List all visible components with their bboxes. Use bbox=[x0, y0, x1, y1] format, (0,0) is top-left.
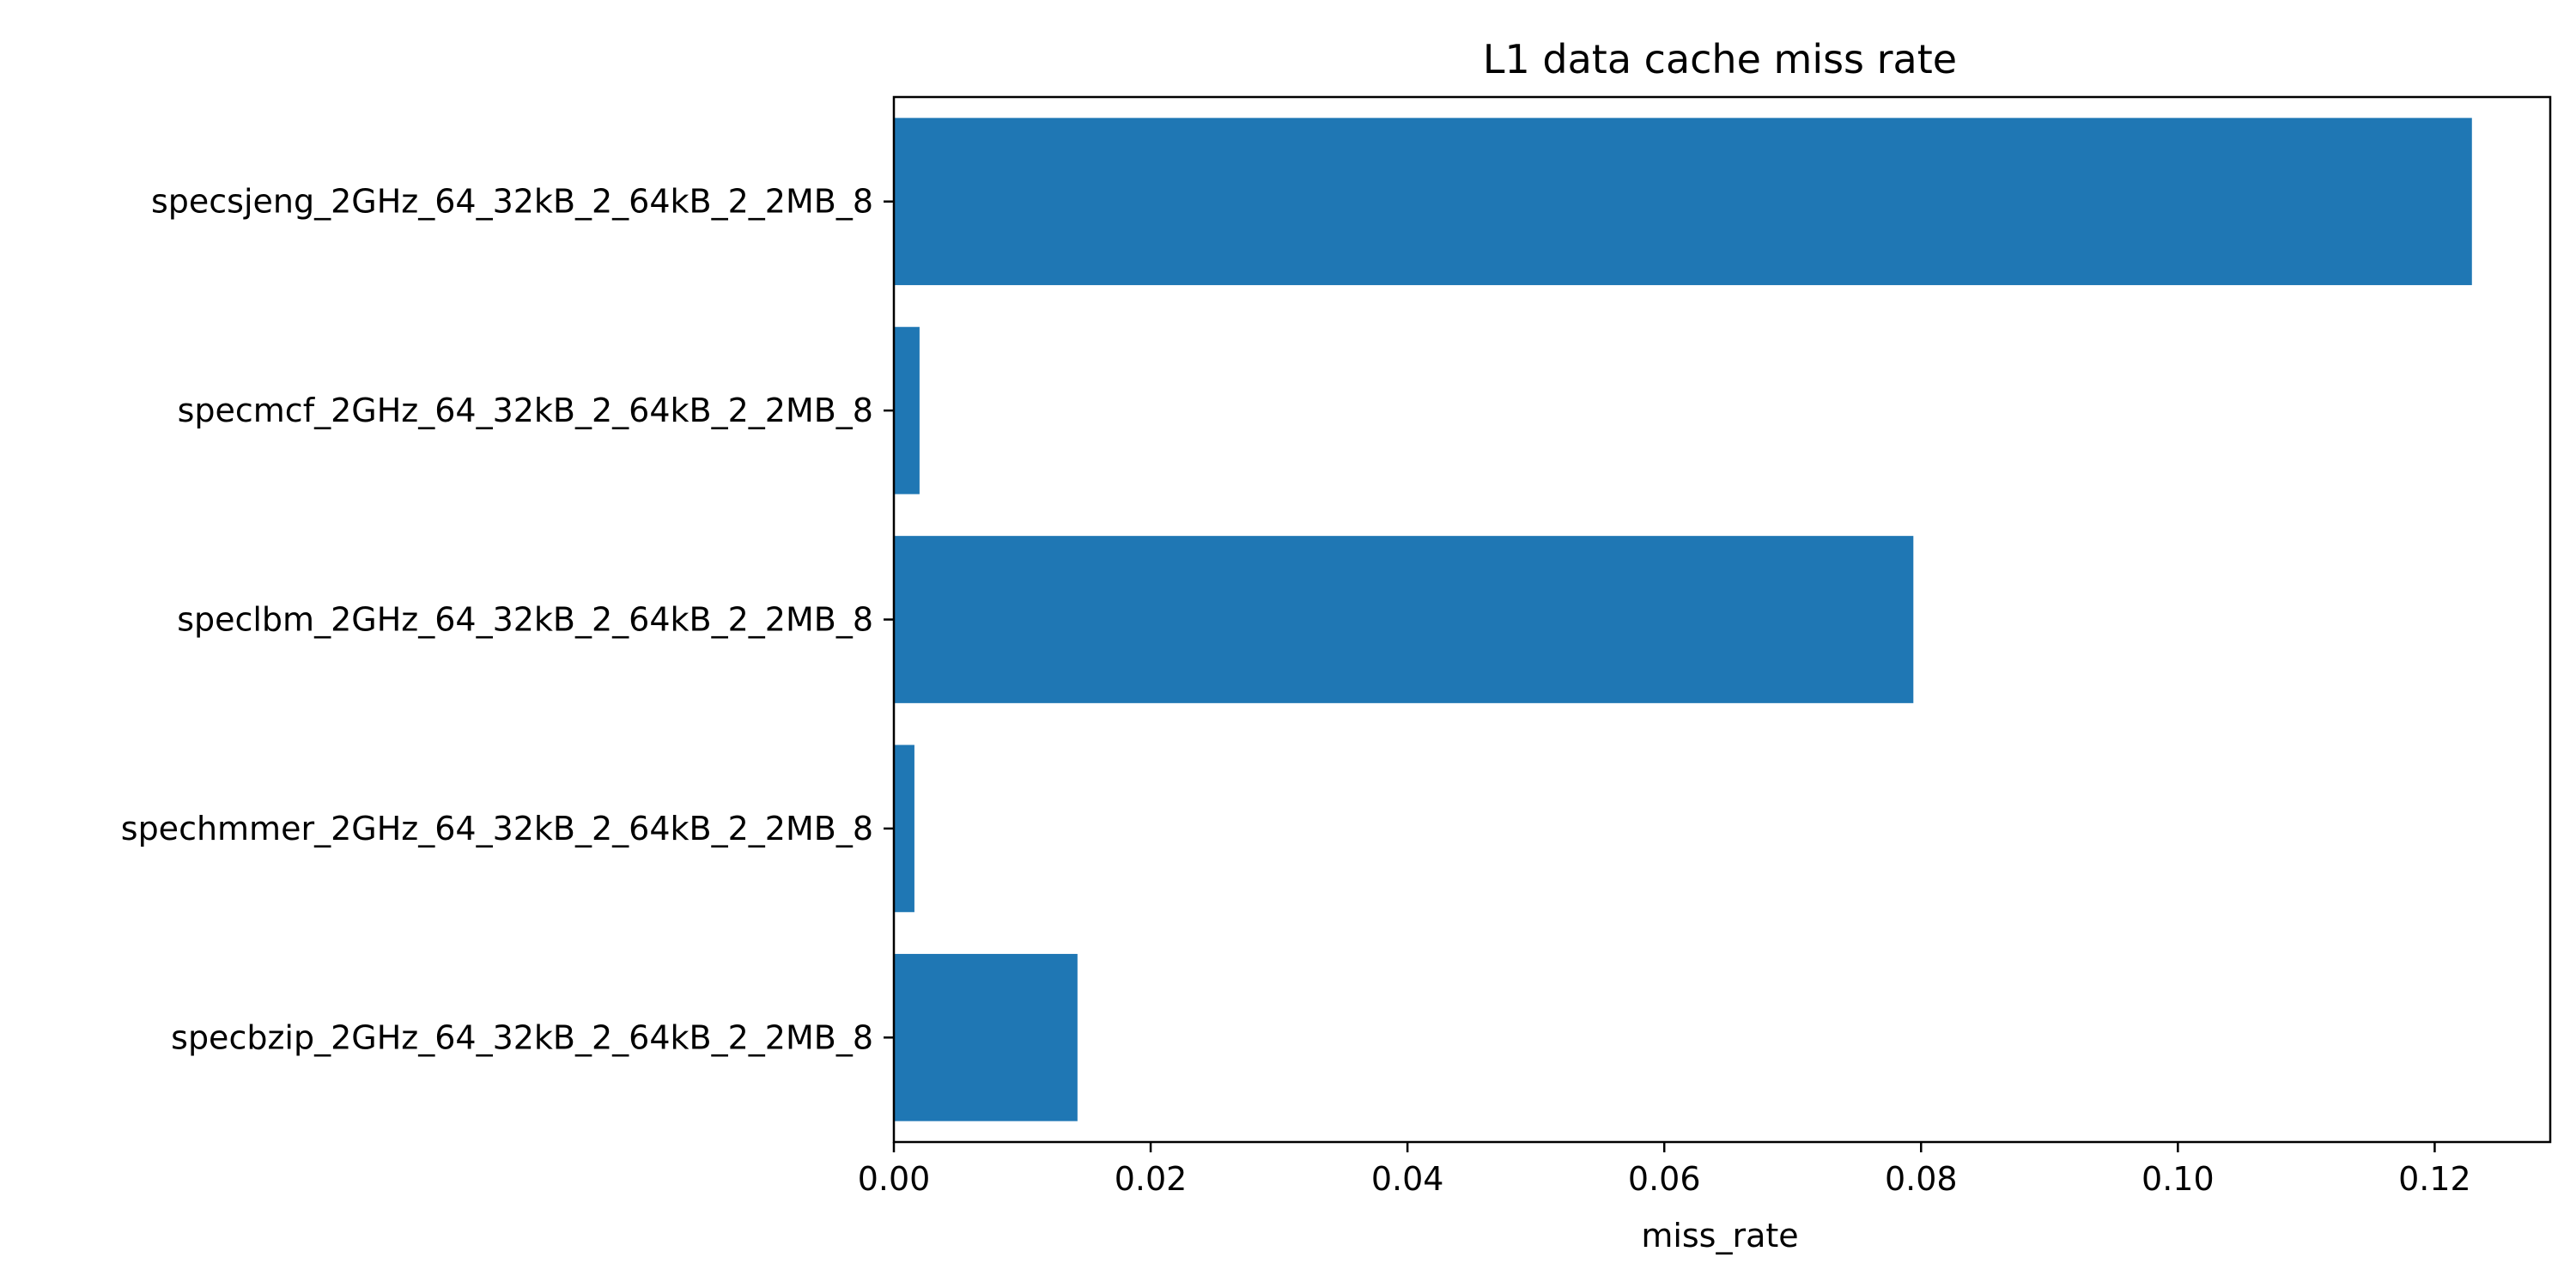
bar-2 bbox=[894, 536, 1914, 703]
x-tick-label: 0.00 bbox=[858, 1160, 931, 1198]
y-tick-label: spechmmer_2GHz_64_32kB_2_64kB_2_2MB_8 bbox=[121, 810, 873, 848]
bars-layer bbox=[894, 118, 2472, 1121]
x-tick-label: 0.02 bbox=[1115, 1160, 1188, 1198]
y-tick-label: specbzip_2GHz_64_32kB_2_64kB_2_2MB_8 bbox=[171, 1018, 873, 1056]
x-axis-label: miss_rate bbox=[1641, 1217, 1798, 1255]
x-tick-label: 0.08 bbox=[1885, 1160, 1958, 1198]
x-tick-label: 0.10 bbox=[2142, 1160, 2215, 1198]
chart-title: L1 data cache miss rate bbox=[1483, 36, 1957, 82]
x-ticks: 0.00 0.02 0.04 0.06 0.08 0.10 0.12 bbox=[858, 1142, 2471, 1198]
y-tick-label: specsjeng_2GHz_64_32kB_2_64kB_2_2MB_8 bbox=[151, 183, 873, 221]
x-tick-label: 0.12 bbox=[2398, 1160, 2471, 1198]
bar-1 bbox=[894, 326, 920, 495]
bar-3 bbox=[894, 744, 914, 913]
y-tick-label: specmcf_2GHz_64_32kB_2_64kB_2_2MB_8 bbox=[178, 392, 873, 429]
y-tick-label: speclbm_2GHz_64_32kB_2_64kB_2_2MB_8 bbox=[177, 601, 873, 639]
bar-4 bbox=[894, 953, 1078, 1121]
y-ticks: specsjeng_2GHz_64_32kB_2_64kB_2_2MB_8spe… bbox=[121, 183, 894, 1056]
bar-0 bbox=[894, 118, 2472, 286]
x-tick-label: 0.06 bbox=[1628, 1160, 1701, 1198]
x-tick-label: 0.04 bbox=[1371, 1160, 1444, 1198]
